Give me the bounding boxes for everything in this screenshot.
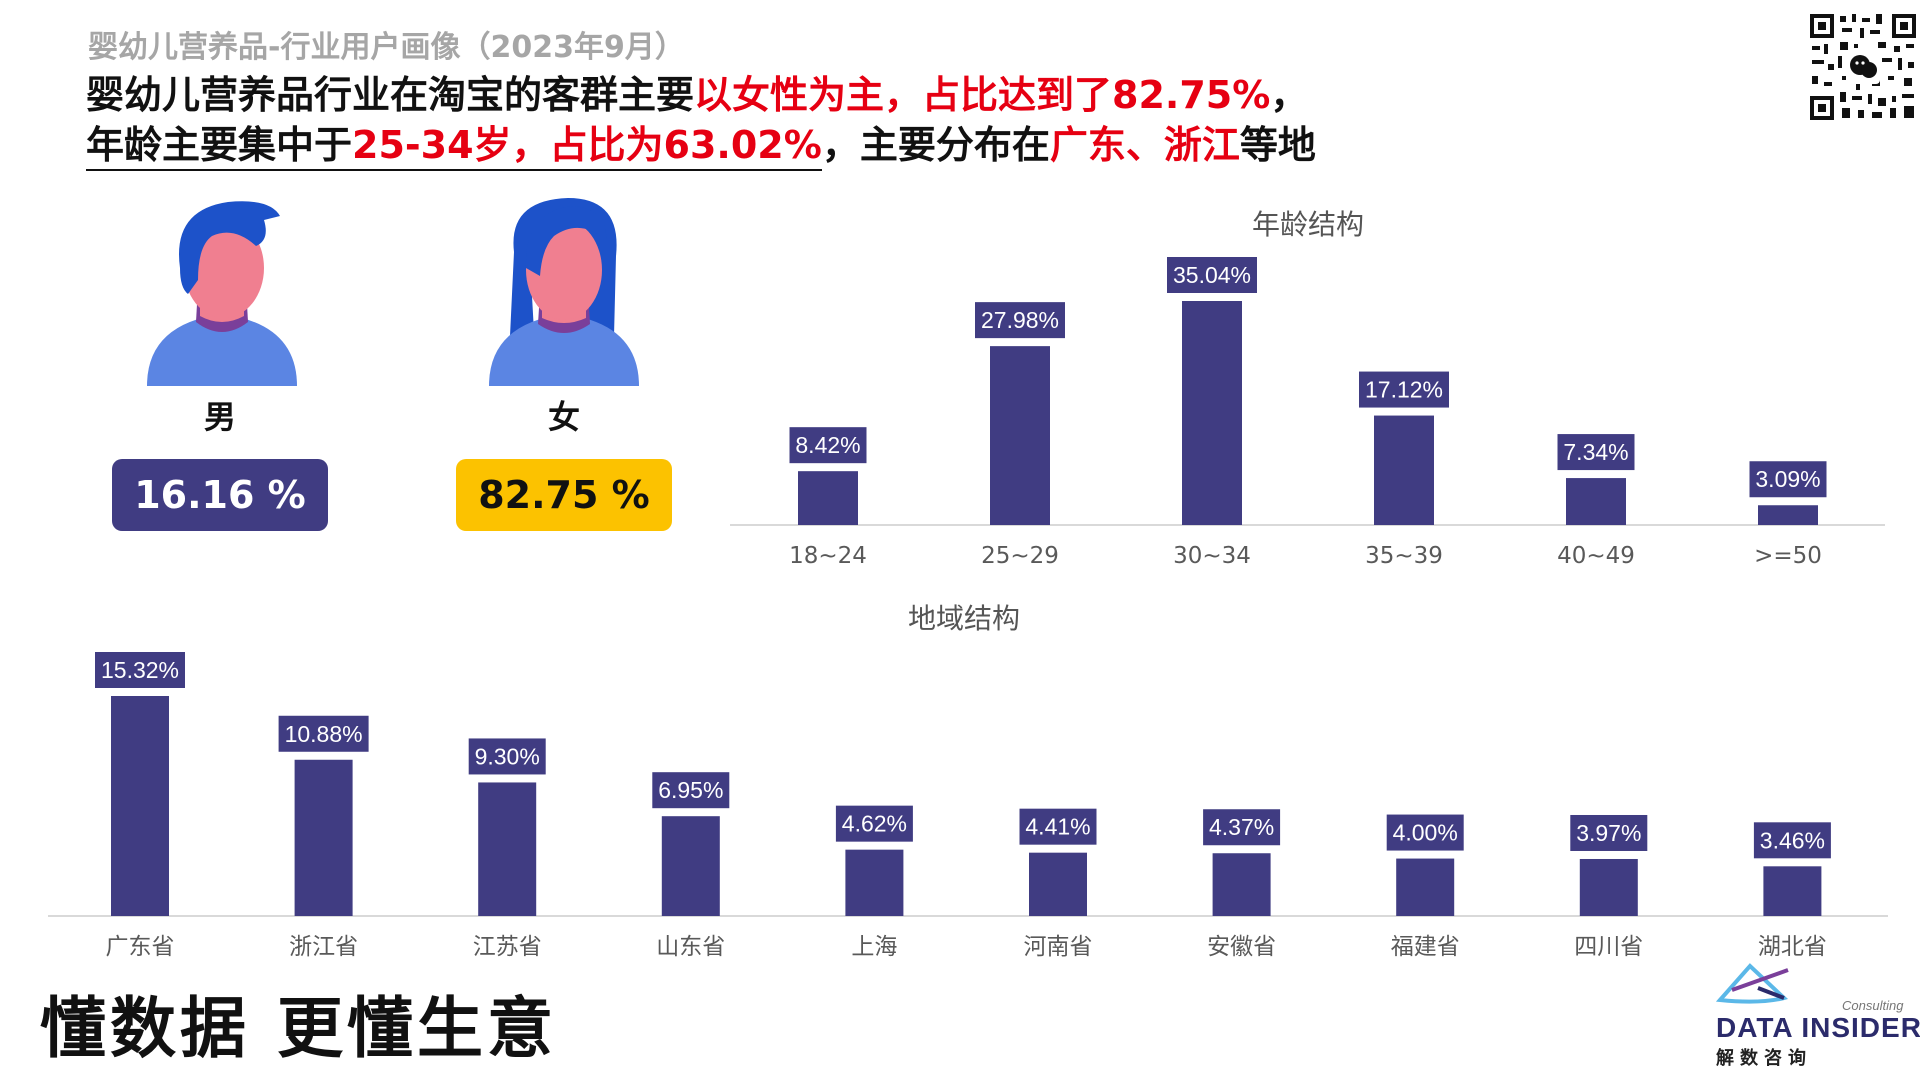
data-label: 3.97% xyxy=(1576,820,1641,846)
bar-浙江省 xyxy=(294,759,353,916)
data-label-box xyxy=(1570,814,1648,851)
data-insider-logo-icon xyxy=(1715,963,1789,1004)
data-label: 27.98% xyxy=(981,307,1059,333)
data-label-box xyxy=(835,805,913,842)
gender-label-male: 男 xyxy=(203,398,236,436)
bar-安徽省 xyxy=(1212,853,1271,916)
headline-underlined: 年龄主要集中于25-34岁，占比为63.02% xyxy=(86,123,822,171)
category-label: 广东省 xyxy=(106,934,175,960)
headline-highlight: 25-34岁，占比为63.02% xyxy=(352,123,822,167)
bar-广东省 xyxy=(111,696,169,916)
headline-text: ，主要分布在 xyxy=(821,123,1050,167)
headline-line-1: 婴幼儿营养品行业在淘宝的客群主要以女性为主，占比达到了82.75%， xyxy=(86,70,1316,120)
headline: 婴幼儿营养品行业在淘宝的客群主要以女性为主，占比达到了82.75%， 年龄主要集… xyxy=(86,70,1316,171)
bar-40~49 xyxy=(1566,478,1626,525)
data-label-box xyxy=(789,427,867,464)
category-label: 30~34 xyxy=(1173,543,1251,569)
data-label-box xyxy=(1019,808,1097,845)
region-chart-title: 地域结构 xyxy=(908,602,1021,635)
headline-text: 等地 xyxy=(1239,123,1316,167)
data-label: 7.34% xyxy=(1563,439,1628,465)
category-label: 18~24 xyxy=(789,543,867,569)
data-label: 10.88% xyxy=(285,721,363,747)
female-avatar-icon xyxy=(489,198,639,386)
data-label: 8.42% xyxy=(795,432,860,458)
data-label-box xyxy=(652,772,730,809)
headline-text: 婴幼儿营养品行业在淘宝的客群主要 xyxy=(86,73,695,117)
logo-chinese-name: 解数咨询 xyxy=(1716,1048,1812,1069)
male-avatar-icon xyxy=(147,201,297,386)
bar-福建省 xyxy=(1396,858,1455,916)
headline-text: ， xyxy=(1270,73,1309,117)
bar-35~39 xyxy=(1374,415,1434,525)
data-label-box xyxy=(1167,257,1257,293)
region-structure-chart: 15.32% 广东省 10.88% 浙江省 9.30% 江苏省 6.95% 山东省 4.62% 上… xyxy=(48,652,1888,960)
gender-label-female: 女 xyxy=(547,398,580,436)
data-label-box xyxy=(1753,822,1831,859)
slogan: 懂数据 更懂生意 xyxy=(40,990,557,1067)
bar-上海 xyxy=(845,849,904,916)
data-label-box xyxy=(975,302,1065,339)
data-label-box xyxy=(468,738,546,775)
category-label: >=50 xyxy=(1754,543,1822,569)
category-label: 福建省 xyxy=(1391,934,1460,960)
bar-四川省 xyxy=(1579,858,1638,916)
category-label: 上海 xyxy=(851,934,897,960)
age-structure-chart: 8.42% 18~24 27.98% 25~29 35.04% 30~34 17.12% 35… xyxy=(730,257,1885,569)
headline-highlight: 以女性为主，占比达到了82.75% xyxy=(694,73,1271,117)
data-label: 17.12% xyxy=(1365,377,1443,403)
data-label: 35.04% xyxy=(1173,262,1251,288)
data-label-box xyxy=(278,715,369,752)
data-label: 4.37% xyxy=(1209,814,1274,840)
data-label: 6.95% xyxy=(658,777,723,803)
data-label-box xyxy=(1557,434,1635,471)
data-label-box xyxy=(95,652,185,688)
age-chart-title: 年龄结构 xyxy=(1252,208,1365,241)
headline-text: 年龄主要集中于 xyxy=(86,123,353,167)
data-label: 4.00% xyxy=(1393,820,1458,846)
data-label: 3.46% xyxy=(1760,827,1825,853)
data-label: 4.41% xyxy=(1025,814,1090,840)
data-label-box xyxy=(1203,809,1281,846)
data-label: 9.30% xyxy=(475,743,540,769)
bar-江苏省 xyxy=(478,782,537,916)
data-label-box xyxy=(1749,461,1827,498)
category-label: 35~39 xyxy=(1365,543,1443,569)
category-label: 25~29 xyxy=(981,543,1059,569)
category-label: 江苏省 xyxy=(473,934,542,960)
category-label: 湖北省 xyxy=(1758,934,1827,960)
category-label: 河南省 xyxy=(1024,934,1093,960)
category-label: 40~49 xyxy=(1557,543,1635,569)
qr-code-icon xyxy=(1808,12,1918,122)
headline-line-2: 年龄主要集中于25-34岁，占比为63.02%，主要分布在广东、浙江等地 xyxy=(86,120,1316,171)
page-subtitle: 婴幼儿营养品-行业用户画像（2023年9月） xyxy=(88,30,685,65)
bar-山东省 xyxy=(661,816,720,916)
data-label: 3.09% xyxy=(1755,466,1820,492)
category-label: 安徽省 xyxy=(1207,934,1276,960)
logo-name: DATA INSIDER xyxy=(1716,1012,1920,1043)
bar-30~34 xyxy=(1182,301,1242,525)
category-label: 四川省 xyxy=(1574,934,1643,960)
data-label-box xyxy=(1359,371,1449,408)
category-label: 浙江省 xyxy=(289,934,358,960)
data-label-box xyxy=(1386,814,1464,851)
data-label: 15.32% xyxy=(101,657,179,683)
bar-湖北省 xyxy=(1763,866,1822,916)
bar-河南省 xyxy=(1029,852,1087,916)
data-label: 4.62% xyxy=(842,811,907,837)
bar-25~29 xyxy=(990,346,1050,525)
bar-18~24 xyxy=(798,471,858,525)
logo-tagline: Consulting xyxy=(1842,998,1904,1013)
bar->=50 xyxy=(1758,505,1818,525)
male-share-badge: 16.16 % xyxy=(112,459,328,531)
category-label: 山东省 xyxy=(656,934,725,960)
female-share-badge: 82.75 % xyxy=(456,459,672,531)
headline-highlight: 广东、浙江 xyxy=(1049,123,1240,167)
